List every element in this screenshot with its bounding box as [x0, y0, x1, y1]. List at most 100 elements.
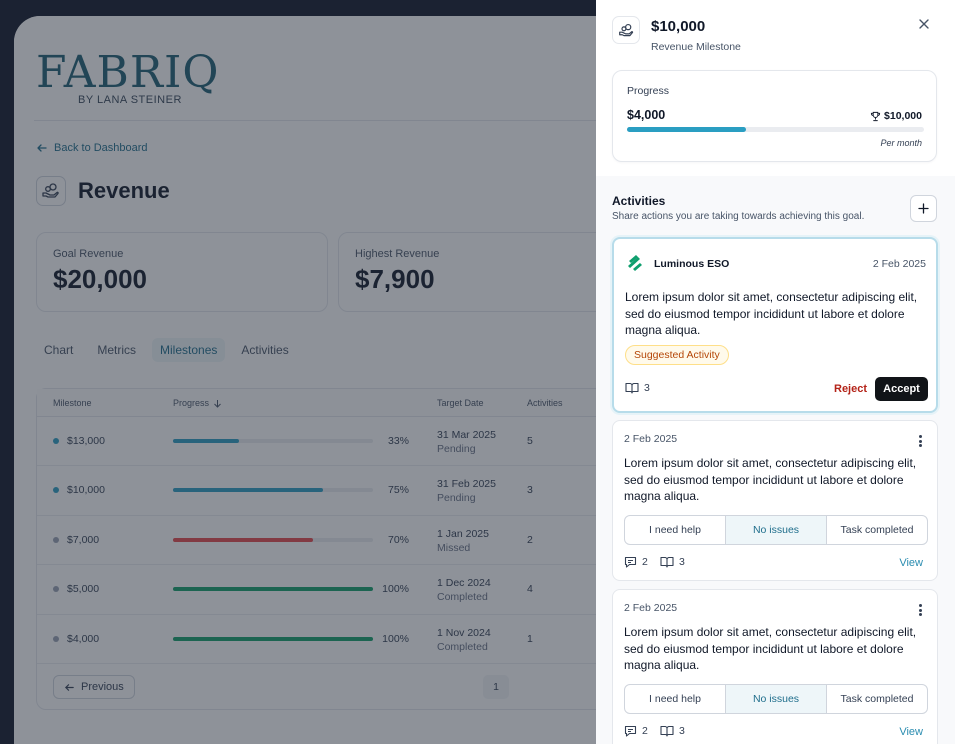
drawer-header: $10,000 Revenue Milestone Progress $4,00… [596, 0, 955, 176]
back-label: Back to Dashboard [54, 142, 148, 154]
progress-bar-fill [173, 636, 373, 641]
drawer-title: $10,000 [651, 18, 706, 35]
option-i-need-help[interactable]: I need help [625, 685, 726, 713]
option-no-issues[interactable]: No issues [726, 685, 827, 713]
add-activity-button[interactable] [910, 195, 937, 222]
status-dot [53, 438, 59, 444]
progress-period: Per month [880, 138, 922, 148]
option-task-completed[interactable]: Task completed [840, 524, 914, 536]
tab-activities[interactable]: Activities [241, 343, 289, 357]
target-date-value: 31 Feb 2025 [437, 478, 496, 491]
column-header-progress[interactable]: Progress [173, 398, 222, 408]
tab-chart[interactable]: Chart [44, 343, 74, 357]
activities-count: 5 [527, 435, 533, 447]
activities-count: 3 [527, 484, 533, 497]
progress-bar [173, 537, 373, 542]
comments-count[interactable]: 2 [624, 556, 648, 568]
progress-current-value: $4,000 [627, 108, 666, 122]
close-button[interactable] [914, 14, 934, 34]
progress-label: Progress [627, 85, 670, 97]
tab-metrics[interactable]: Metrics [97, 343, 137, 357]
status-text: Missed [437, 541, 471, 554]
activities-title: Activities [612, 194, 666, 208]
option-task-completed[interactable]: Task completed [840, 693, 914, 705]
progress-bar [173, 439, 373, 443]
activity-date: 2 Feb 2025 [624, 433, 678, 445]
status-text: Pending [437, 492, 476, 505]
target-date: 1 Dec 2024 Completed [437, 576, 491, 604]
status-segmented-control: I need help No issues Task completed [624, 515, 928, 545]
progress-bar-fill [173, 439, 239, 443]
view-link[interactable]: View [899, 726, 923, 738]
brand-name: FABRIQ [36, 47, 220, 98]
progress-bar-fill [173, 488, 323, 493]
progress-percent: 33% [387, 435, 409, 447]
target-date: 1 Nov 2024 Completed [437, 626, 491, 654]
target-date-value: 1 Dec 2024 [437, 577, 491, 590]
comments-count[interactable]: 2 [624, 725, 648, 737]
previous-page-button[interactable]: Previous [53, 675, 135, 699]
arrow-left-icon [37, 144, 47, 152]
suggested-activity-card: Luminous ESO 2 Feb 2025 Lorem ipsum dolo… [612, 237, 938, 413]
activity-text: Lorem ipsum dolor sit amet, consectetur … [625, 290, 918, 337]
activities-count: 1 [527, 632, 533, 645]
org-name: Luminous ESO [654, 258, 730, 270]
page-number-button[interactable]: 1 [483, 675, 509, 699]
progress-bar [173, 488, 373, 493]
activities-header: Activities Share actions you are taking … [612, 194, 864, 222]
status-dot [53, 536, 59, 543]
progress-percent: 75% [387, 484, 409, 497]
more-options-icon[interactable] [915, 433, 925, 449]
goal-revenue-card: Goal Revenue $20,000 [36, 232, 328, 312]
drawer-subtitle: Revenue Milestone [651, 41, 741, 53]
book-open-icon [660, 556, 674, 568]
resources-count[interactable]: 3 [625, 382, 650, 394]
milestone-value: $7,000 [67, 533, 100, 546]
status-dot [53, 487, 59, 494]
activity-card: 2 Feb 2025 Lorem ipsum dolor sit amet, c… [612, 420, 938, 581]
activity-text: Lorem ipsum dolor sit amet, consectetur … [624, 456, 917, 503]
page-header: Revenue [36, 176, 170, 206]
option-no-issues[interactable]: No issues [726, 516, 827, 544]
column-header-activities[interactable]: Activities [527, 398, 563, 408]
target-date: 31 Feb 2025 Pending [437, 477, 496, 505]
target-date-value: 31 Mar 2025 [437, 429, 496, 441]
reject-button[interactable]: Reject [834, 383, 868, 395]
stat-value: $7,900 [355, 264, 435, 294]
trophy-icon [870, 111, 881, 121]
arrow-down-icon [214, 399, 221, 408]
suggested-activity-badge: Suggested Activity [625, 345, 729, 365]
more-options-icon[interactable] [915, 602, 925, 618]
book-open-icon [660, 725, 674, 737]
status-segmented-control: I need help No issues Task completed [624, 684, 928, 714]
option-i-need-help[interactable]: I need help [625, 516, 726, 544]
message-icon [624, 556, 637, 568]
revenue-hand-coins-icon [36, 176, 66, 206]
plus-icon [918, 203, 929, 214]
progress-card: Progress $4,000 $10,000 Per month [612, 70, 937, 162]
tab-bar: Chart Metrics Milestones Activities [36, 338, 297, 362]
progress-bar-fill [627, 127, 746, 132]
milestone-value: $4,000 [67, 632, 100, 645]
column-header-milestone[interactable]: Milestone [53, 398, 92, 408]
milestone-drawer: $10,000 Revenue Milestone Progress $4,00… [596, 0, 955, 744]
activity-date: 2 Feb 2025 [624, 602, 678, 614]
progress-target-value: $10,000 [884, 110, 922, 122]
activities-description: Share actions you are taking towards ach… [612, 211, 865, 222]
previous-label: Previous [81, 681, 124, 693]
resources-count[interactable]: 3 [660, 725, 685, 737]
arrow-left-icon [64, 683, 74, 691]
target-date-value: 1 Jan 2025 [437, 527, 489, 540]
accept-button[interactable]: Accept [875, 377, 928, 401]
view-link[interactable]: View [899, 557, 923, 569]
resources-count[interactable]: 3 [660, 556, 685, 568]
resources-count-label: 3 [679, 725, 685, 737]
tab-milestones[interactable]: Milestones [152, 338, 226, 362]
back-to-dashboard-link[interactable]: Back to Dashboard [36, 142, 148, 154]
progress-bar-fill [173, 587, 373, 592]
stat-label: Goal Revenue [53, 248, 124, 260]
progress-bar-fill [173, 537, 313, 542]
brand-logo: FABRIQ BY LANA STEINER [36, 47, 220, 107]
column-header-target-date[interactable]: Target Date [437, 398, 484, 408]
book-open-icon [625, 382, 639, 394]
